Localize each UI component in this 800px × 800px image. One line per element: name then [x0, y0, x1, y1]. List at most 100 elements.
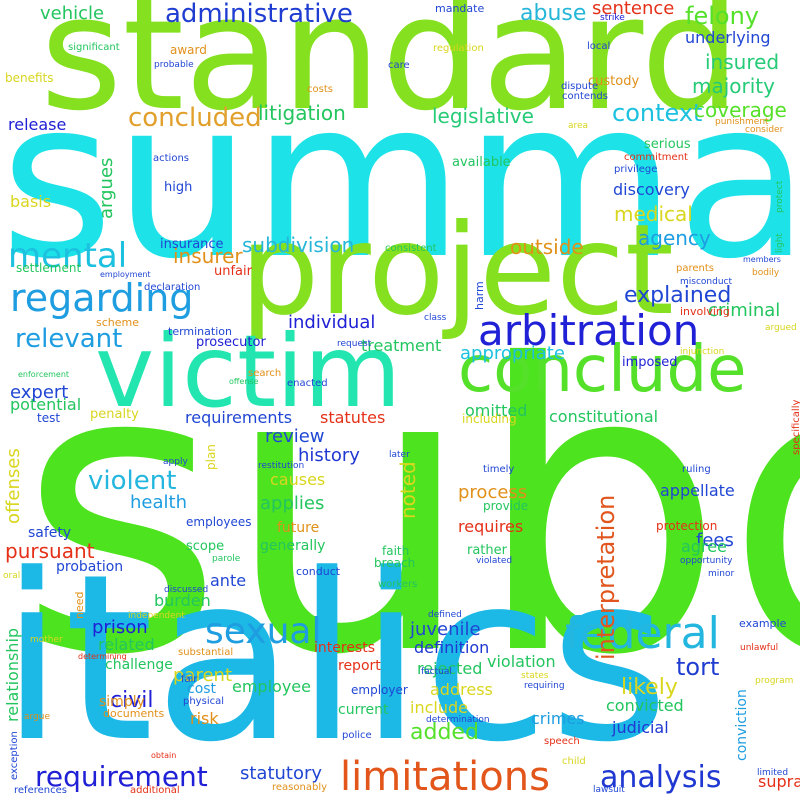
word-omitted: omitted	[465, 401, 528, 420]
word-example: example	[739, 617, 787, 630]
word-prison: prison	[92, 617, 148, 638]
word-basis: basis	[10, 192, 52, 211]
word-vehicle: vehicle	[40, 3, 105, 24]
word-medical: medical	[614, 202, 693, 226]
word-argues: argues	[96, 157, 117, 219]
word-unlawful: unlawful	[740, 643, 779, 653]
word-coverage: coverage	[694, 98, 787, 122]
word-interpretation: interpretation	[592, 494, 620, 660]
word-consistent: consistent	[385, 243, 437, 254]
word-lawsuit: lawsuit	[593, 785, 625, 795]
word-harm: harm	[473, 281, 486, 310]
word-relationship: relationship	[3, 627, 22, 722]
word-employer: employer	[351, 683, 408, 697]
word-causes: causes	[270, 470, 326, 489]
word-search: search	[248, 368, 282, 379]
word-rather: rather	[467, 543, 507, 558]
word-misconduct: misconduct	[680, 277, 733, 287]
word-mental: mental	[8, 236, 128, 276]
word-tort: tort	[676, 653, 720, 681]
word-scope: scope	[186, 539, 225, 554]
word-cost: cost	[187, 681, 217, 697]
word-ruling: ruling	[682, 464, 711, 475]
word-individual: individual	[288, 312, 376, 333]
word-timely: timely	[483, 464, 515, 475]
word-speech: speech	[544, 736, 580, 747]
word-employment: employment	[100, 270, 151, 279]
word-costs: costs	[307, 84, 333, 95]
word-crimes: crimes	[531, 709, 585, 728]
word-outside: outside	[510, 235, 584, 259]
word-dispute: dispute	[561, 81, 599, 92]
word-faith: faith	[382, 544, 410, 558]
word-employee: employee	[232, 677, 311, 696]
word-sentence: sentence	[592, 0, 675, 19]
word-local: local	[587, 41, 611, 52]
word-felony: felony	[685, 2, 759, 30]
word-offenses: offenses	[3, 448, 24, 524]
word-opportunity: opportunity	[680, 556, 733, 566]
word-arbitration: arbitration	[478, 306, 700, 355]
word-care: care	[388, 60, 410, 71]
word-criminal: criminal	[708, 300, 781, 321]
word-violated: violated	[476, 556, 513, 566]
word-ante: ante	[210, 571, 247, 590]
word-need: need	[73, 591, 86, 620]
word-determining: determining	[78, 652, 127, 661]
word-analysis: analysis	[600, 760, 722, 795]
word-exception: exception	[9, 731, 20, 780]
word-burden: burden	[154, 591, 211, 610]
word-juvenile: juvenile	[410, 619, 481, 640]
word-underlying: underlying	[685, 28, 771, 47]
word-independent: independent	[128, 611, 185, 621]
word-fair: fair	[181, 674, 198, 685]
word-address: address	[430, 680, 493, 699]
word-health: health	[130, 492, 187, 513]
word-review: review	[265, 426, 325, 447]
word-termination: termination	[168, 325, 232, 338]
word-argued: argued	[765, 323, 797, 333]
word-documents: documents	[103, 707, 165, 720]
word-additional: additional	[130, 785, 180, 796]
word-conduct: conduct	[296, 565, 341, 578]
word-physical: physical	[183, 696, 224, 707]
word-serious: serious	[644, 137, 691, 152]
word-report: report	[338, 658, 381, 674]
word-reasonably: reasonably	[272, 782, 328, 793]
word-strike: strike	[600, 13, 625, 23]
word-insurance: insurance	[160, 237, 224, 252]
word-test: test	[37, 411, 61, 425]
word-defined: defined	[428, 610, 462, 620]
word-available: available	[452, 155, 511, 170]
word-supra: supra	[758, 772, 800, 791]
word-penalty: penalty	[90, 407, 139, 422]
word-history: history	[298, 445, 360, 466]
word-interests: interests	[314, 640, 376, 656]
word-prosecutor: prosecutor	[196, 335, 266, 350]
word-custody: custody	[588, 74, 640, 89]
word-enacted: enacted	[287, 378, 328, 389]
word-minor: minor	[708, 569, 735, 579]
word-noted: noted	[396, 461, 420, 519]
word-punishment: punishment	[715, 117, 769, 127]
word-statutes: statutes	[320, 408, 386, 427]
word-injunction: injunction	[680, 347, 725, 357]
word-agency: agency	[638, 226, 711, 250]
word-constitutional: constitutional	[549, 407, 659, 426]
word-offense: offense	[229, 377, 259, 386]
word-future: future	[277, 520, 320, 536]
word-release: release	[8, 115, 67, 134]
word-simply: simply	[99, 694, 145, 710]
word-states: states	[521, 671, 549, 681]
word-standard: standard	[40, 0, 741, 146]
word-limitations: limitations	[340, 754, 550, 800]
word-including: including	[462, 412, 517, 426]
word-actions: actions	[153, 153, 189, 164]
word-federal: federal	[565, 608, 720, 659]
word-argue: argue	[24, 712, 51, 722]
word-convicted: convicted	[606, 696, 684, 715]
word-mother: mother	[30, 635, 63, 645]
word-sexual: sexual	[205, 611, 322, 652]
word-imposed: imposed	[622, 355, 678, 370]
